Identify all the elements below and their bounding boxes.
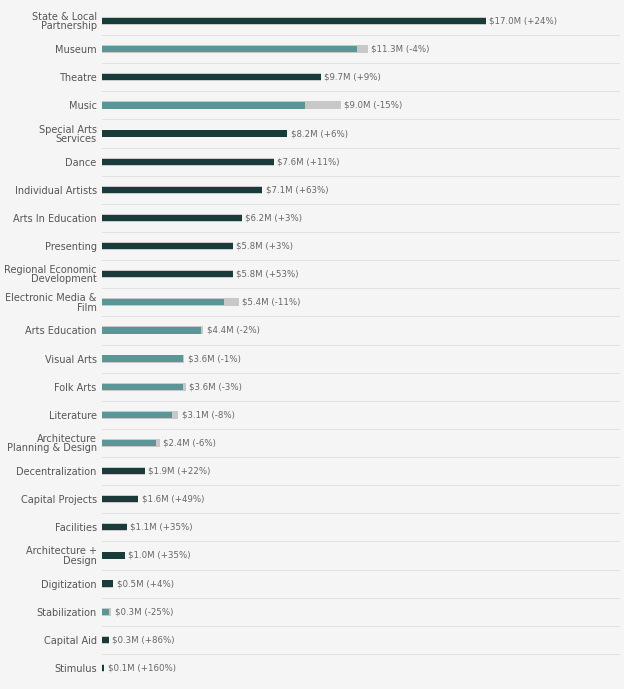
Bar [102, 553, 125, 559]
Bar [102, 637, 109, 643]
Text: $4.4M (-2%): $4.4M (-2%) [207, 326, 260, 335]
Text: $5.8M (+3%): $5.8M (+3%) [236, 242, 293, 251]
Bar [102, 467, 145, 475]
Bar [102, 18, 485, 24]
Bar [102, 496, 139, 502]
Bar [102, 411, 178, 419]
Text: $0.5M (+4%): $0.5M (+4%) [117, 579, 174, 588]
Bar [102, 327, 202, 333]
Text: $0.3M (-25%): $0.3M (-25%) [115, 607, 173, 616]
Bar [102, 103, 305, 108]
Text: $3.6M (-3%): $3.6M (-3%) [189, 382, 242, 391]
Bar [102, 242, 233, 250]
Bar [102, 158, 274, 165]
Bar [102, 524, 127, 531]
Bar [102, 439, 160, 447]
Text: $1.1M (+35%): $1.1M (+35%) [130, 523, 193, 532]
Text: $0.3M (+86%): $0.3M (+86%) [112, 635, 175, 644]
Bar [102, 186, 262, 194]
Bar [102, 440, 157, 446]
Bar [102, 636, 109, 644]
Bar [102, 551, 125, 559]
Bar [102, 74, 321, 81]
Text: $1.0M (+35%): $1.0M (+35%) [128, 551, 191, 560]
Bar [102, 665, 104, 671]
Bar [102, 130, 287, 136]
Text: $7.1M (+63%): $7.1M (+63%) [266, 185, 328, 194]
Text: $9.0M (-15%): $9.0M (-15%) [344, 101, 402, 110]
Bar [102, 130, 287, 138]
Bar [102, 608, 111, 616]
Bar [102, 101, 341, 110]
Bar [102, 215, 242, 221]
Bar [102, 187, 262, 193]
Text: $3.1M (-8%): $3.1M (-8%) [182, 411, 235, 420]
Bar [102, 46, 357, 52]
Bar [102, 298, 239, 306]
Text: $1.9M (+22%): $1.9M (+22%) [149, 466, 211, 475]
Text: $1.6M (+49%): $1.6M (+49%) [142, 495, 204, 504]
Bar [102, 270, 233, 278]
Bar [102, 327, 203, 334]
Text: $3.6M (-1%): $3.6M (-1%) [188, 354, 240, 363]
Text: $9.7M (+9%): $9.7M (+9%) [324, 73, 381, 82]
Text: $11.3M (-4%): $11.3M (-4%) [371, 45, 429, 54]
Bar [102, 214, 242, 222]
Bar [102, 356, 183, 362]
Bar [102, 355, 184, 362]
Bar [102, 495, 139, 503]
Text: $5.4M (-11%): $5.4M (-11%) [243, 298, 301, 307]
Bar [102, 468, 145, 474]
Text: $17.0M (+24%): $17.0M (+24%) [489, 17, 557, 25]
Bar [102, 17, 485, 25]
Bar [102, 579, 114, 588]
Bar [102, 581, 114, 586]
Text: $2.4M (-6%): $2.4M (-6%) [163, 438, 216, 447]
Bar [102, 383, 186, 391]
Bar [102, 608, 109, 615]
Bar [102, 664, 104, 672]
Text: $5.8M (+53%): $5.8M (+53%) [236, 269, 299, 278]
Bar [102, 524, 127, 531]
Text: $7.6M (+11%): $7.6M (+11%) [277, 157, 339, 166]
Bar [102, 45, 368, 53]
Text: $8.2M (+6%): $8.2M (+6%) [291, 129, 348, 138]
Bar [102, 271, 233, 277]
Bar [102, 158, 274, 165]
Bar [102, 73, 321, 81]
Bar [102, 384, 183, 390]
Text: $0.1M (+160%): $0.1M (+160%) [108, 664, 176, 672]
Bar [102, 243, 233, 249]
Bar [102, 299, 224, 305]
Text: $6.2M (+3%): $6.2M (+3%) [245, 214, 303, 223]
Bar [102, 412, 172, 418]
